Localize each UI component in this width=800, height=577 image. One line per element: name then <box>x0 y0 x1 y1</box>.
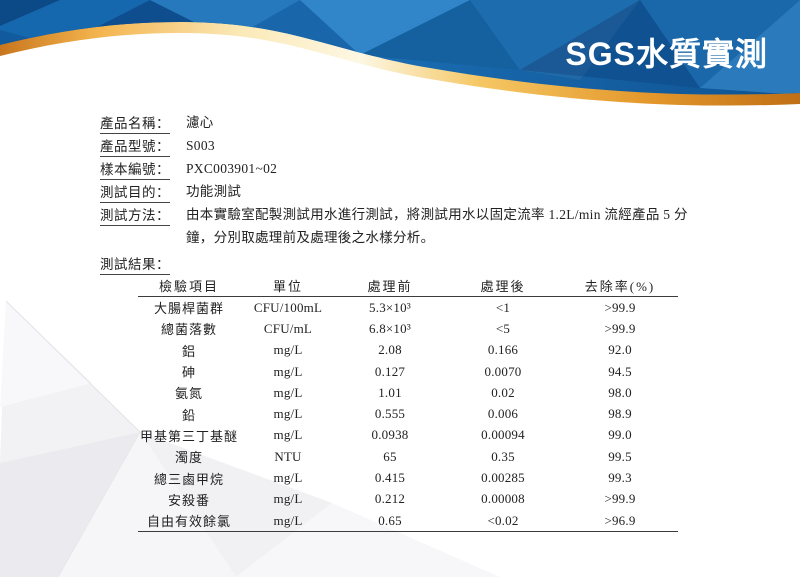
table-cell: NTU <box>274 448 302 464</box>
column-header: 單位 <box>240 276 336 297</box>
table-cell: >99.9 <box>604 491 636 507</box>
table-cell: 0.00008 <box>481 491 525 507</box>
info-label: 樣本編號： <box>100 161 170 180</box>
table-cell: 92.0 <box>608 342 632 358</box>
column-header: 處理後 <box>444 276 562 297</box>
table-cell: 0.0938 <box>371 427 409 443</box>
info-value: 由本實驗室配製測試用水進行測試，將測試用水以固定流率 1.2L/min 流經產品… <box>186 207 688 245</box>
table-row: 大腸桿菌群 CFU/100mL 5.3×10³ <1 >99.9 <box>138 297 678 319</box>
table-cell: 0.65 <box>378 512 402 528</box>
table-cell: <5 <box>495 320 511 336</box>
table-cell: >99.9 <box>604 299 636 315</box>
table-cell: 0.00094 <box>481 427 525 443</box>
table-cell: 總三鹵甲烷 <box>153 471 224 487</box>
table-row: 鋁 mg/L 2.08 0.166 92.0 <box>138 340 678 361</box>
info-row: 產品名稱： 濾心 <box>100 112 720 135</box>
info-row: 測試方法： 由本實驗室配製測試用水進行測試，將測試用水以固定流率 1.2L/min… <box>100 204 720 249</box>
table-cell: mg/L <box>273 470 303 486</box>
table-cell: 0.02 <box>491 384 515 400</box>
table-row: 自由有效餘氯 mg/L 0.65 <0.02 >96.9 <box>138 510 678 532</box>
table-cell: mg/L <box>273 491 303 507</box>
info-label: 測試目的： <box>100 184 170 203</box>
table-cell: 94.5 <box>608 363 632 379</box>
table-cell: 5.3×10³ <box>369 299 411 315</box>
table-cell: 98.9 <box>608 406 632 422</box>
header-banner-graphic <box>0 0 800 106</box>
table-row: 氨氮 mg/L 1.01 0.02 98.0 <box>138 382 678 403</box>
table-cell: 99.3 <box>608 470 632 486</box>
table-cell: mg/L <box>273 427 303 443</box>
table-cell: 鉛 <box>181 407 196 423</box>
table-cell: 濁度 <box>174 450 203 466</box>
table-cell: mg/L <box>273 384 303 400</box>
table-row: 鉛 mg/L 0.555 0.006 98.9 <box>138 403 678 424</box>
table-cell: 大腸桿菌群 <box>153 301 224 317</box>
table-cell: 2.08 <box>378 342 402 358</box>
table-cell: mg/L <box>273 363 303 379</box>
column-header: 處理前 <box>336 276 444 297</box>
info-row: 產品型號： S003 <box>100 135 720 158</box>
info-row: 測試目的： 功能測試 <box>100 181 720 204</box>
table-cell: 0.555 <box>374 406 406 422</box>
info-label: 產品型號： <box>100 138 170 157</box>
results-table-body: 大腸桿菌群 CFU/100mL 5.3×10³ <1 >99.9 總菌落數 CFU/mL 6.… <box>138 297 678 532</box>
table-cell: <1 <box>495 299 511 315</box>
table-cell: 自由有效餘氯 <box>146 514 231 530</box>
results-section: 測試結果： <box>100 253 720 276</box>
table-row: 甲基第三丁基醚 mg/L 0.0938 0.00094 99.0 <box>138 425 678 446</box>
table-row: 總三鹵甲烷 mg/L 0.415 0.00285 99.3 <box>138 467 678 488</box>
table-cell: 0.00285 <box>481 470 525 486</box>
table-row: 濁度 NTU 65 0.35 99.5 <box>138 446 678 467</box>
table-cell: 0.006 <box>487 406 519 422</box>
table-row: 安殺番 mg/L 0.212 0.00008 >99.9 <box>138 489 678 510</box>
table-cell: 0.127 <box>374 363 406 379</box>
table-cell: 1.01 <box>378 384 402 400</box>
table-cell: >99.9 <box>604 320 636 336</box>
table-cell: 6.8×10³ <box>369 320 411 336</box>
table-cell: CFU/100mL <box>253 299 323 315</box>
table-cell: 砷 <box>181 365 196 381</box>
table-cell: 0.35 <box>491 448 515 464</box>
info-value: PXC003901~02 <box>186 161 278 176</box>
table-cell: mg/L <box>273 342 303 358</box>
column-header: 檢驗項目 <box>138 276 240 297</box>
table-cell: 98.0 <box>608 384 632 400</box>
header-banner <box>0 0 800 110</box>
table-cell: 總菌落數 <box>160 322 217 338</box>
info-rows: 產品名稱： 濾心產品型號： S003 樣本編號： PXC003901~02 測試目的： 功能… <box>100 112 720 249</box>
table-cell: mg/L <box>273 406 303 422</box>
table-cell: 0.0070 <box>484 363 522 379</box>
table-row: 總菌落數 CFU/mL 6.8×10³ <5 >99.9 <box>138 318 678 339</box>
info-value: S003 <box>186 138 215 153</box>
table-cell: <0.02 <box>487 512 519 528</box>
table-cell: 甲基第三丁基醚 <box>139 428 238 444</box>
info-value: 功能測試 <box>186 184 242 199</box>
column-header: 去除率(%) <box>562 276 678 297</box>
table-cell: 氨氮 <box>174 386 203 402</box>
table-cell: 安殺番 <box>167 492 210 508</box>
table-row: 砷 mg/L 0.127 0.0070 94.5 <box>138 361 678 382</box>
table-cell: 0.212 <box>374 491 406 507</box>
page-title: SGS水質實測 <box>565 36 768 72</box>
info-value: 濾心 <box>186 115 214 130</box>
table-cell: CFU/mL <box>263 320 313 336</box>
results-table: 檢驗項目 單位 處理前 處理後 去除率(%) 大腸桿菌群 CFU/100mL 5.3×10³… <box>138 276 678 533</box>
watermark-graphic <box>0 300 500 577</box>
info-label: 產品名稱： <box>100 115 170 134</box>
table-cell: 99.0 <box>608 427 632 443</box>
results-section-label: 測試結果： <box>100 256 170 275</box>
document-body: 產品名稱： 濾心產品型號： S003 樣本編號： PXC003901~02 測試目的： 功能… <box>100 112 720 276</box>
table-cell: 鋁 <box>181 343 196 359</box>
results-table-header-row: 檢驗項目 單位 處理前 處理後 去除率(%) <box>138 276 678 297</box>
table-cell: 99.5 <box>608 448 632 464</box>
table-cell: 0.415 <box>374 470 406 486</box>
info-label: 測試方法： <box>100 207 170 226</box>
table-cell: mg/L <box>273 512 303 528</box>
table-cell: 65 <box>383 448 397 464</box>
table-cell: 0.166 <box>487 342 519 358</box>
table-cell: >96.9 <box>604 512 636 528</box>
info-row: 樣本編號： PXC003901~02 <box>100 158 720 181</box>
